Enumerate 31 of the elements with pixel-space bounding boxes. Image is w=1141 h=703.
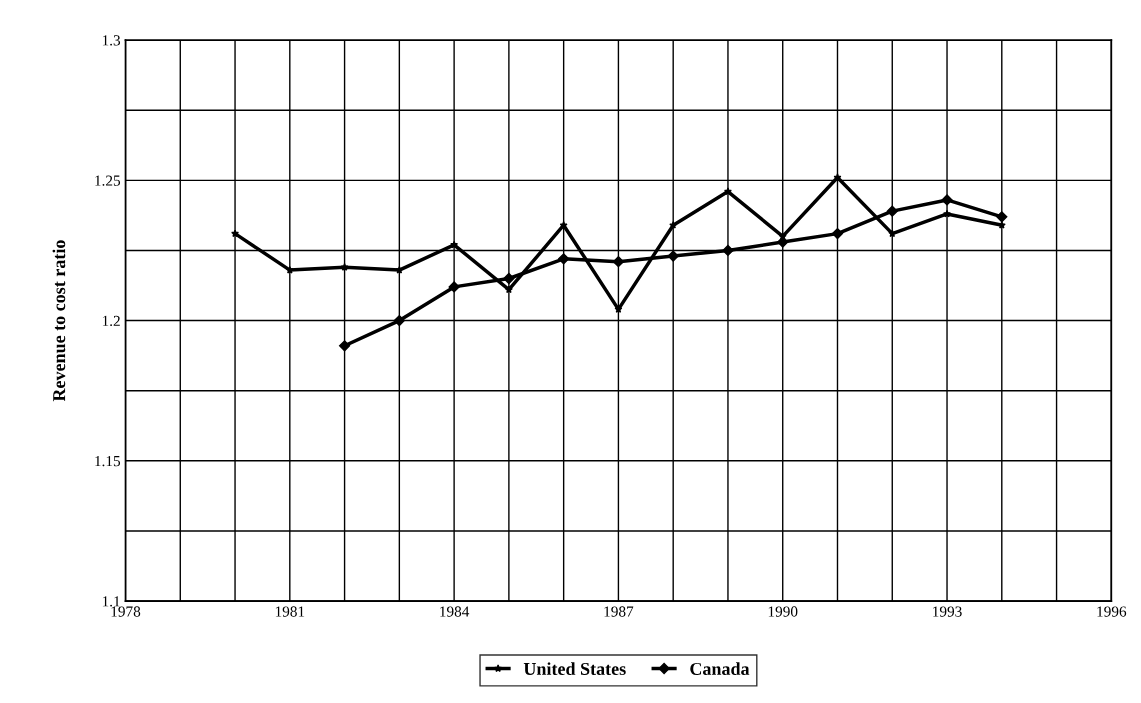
x-tick-label: 1984: [440, 606, 470, 617]
y-tick-label: 1.3: [102, 35, 121, 46]
legend-label: United States: [523, 662, 626, 676]
x-tick-label: 1987: [604, 606, 634, 617]
x-tick-label: 1996: [1097, 606, 1127, 617]
point: [393, 314, 405, 327]
point: [338, 340, 351, 352]
point: [722, 244, 734, 257]
legend-label: Canada: [690, 662, 750, 676]
point: [943, 209, 952, 218]
y-tick-label: 1.25: [95, 175, 121, 186]
point: [669, 221, 678, 229]
point: [996, 211, 1008, 223]
point: [450, 240, 459, 249]
x-tick-label: 1978: [111, 606, 141, 617]
point: [667, 250, 679, 262]
y-tick-label: 1.1: [102, 596, 120, 607]
point: [503, 272, 515, 285]
x-tick-label: 1981: [275, 606, 305, 617]
point: [448, 281, 460, 293]
point: [285, 265, 294, 274]
y-axis-title: Revenue to cost ratio: [52, 240, 66, 402]
point: [558, 253, 570, 265]
y-tick-label: 1.15: [95, 456, 121, 467]
point: [886, 205, 898, 217]
x-tick-label: 1993: [933, 606, 962, 617]
point: [723, 187, 732, 196]
y-tick-label: 1.2: [102, 315, 120, 327]
point: [504, 285, 513, 294]
x-tick-label: 1990: [768, 606, 798, 617]
point: [831, 228, 844, 240]
